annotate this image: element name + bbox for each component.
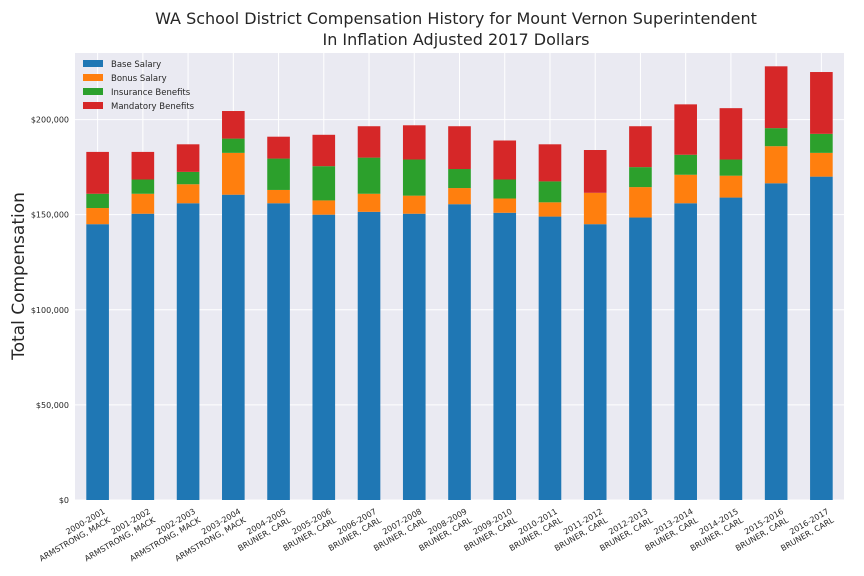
bar-mandatory-benefits-16 [764,66,788,129]
bar-base-salary-2 [131,213,155,500]
legend-label: Mandatory Benefits [111,102,195,112]
bar-bonus-salary-16 [764,146,788,184]
bar-bonus-salary-12 [583,192,607,225]
bar-bonus-salary-2 [131,193,155,214]
bar-base-salary-16 [764,183,788,500]
bar-mandatory-benefits-6 [312,134,336,167]
bar-insurance-benefits-6 [312,166,336,201]
legend: Base Salary Bonus Salary Insurance Benefit… [83,60,195,112]
bar-mandatory-benefits-14 [674,104,697,155]
bar-bonus-salary-13 [629,187,652,218]
bar-insurance-benefits-4 [222,138,245,153]
bar-base-salary-7 [357,211,381,501]
bar-base-salary-13 [629,217,652,500]
bar-insurance-benefits-3 [176,171,200,185]
y-tick-label: $0 [59,496,69,505]
bar-insurance-benefits-17 [810,133,833,153]
bar-bonus-salary-11 [538,202,562,217]
bar-base-salary-5 [267,203,290,501]
bar-base-salary-12 [583,224,607,501]
bar-mandatory-benefits-15 [719,108,743,160]
bar-bonus-salary-10 [493,198,517,213]
bar-insurance-benefits-9 [448,169,471,189]
bar-base-salary-4 [222,194,245,501]
bar-bonus-salary-1 [86,208,109,225]
legend-label: Bonus Salary [111,74,167,84]
chart-subtitle: In Inflation Adjusted 2017 Dollars [322,30,589,49]
bar-base-salary-15 [719,197,743,500]
bar-mandatory-benefits-11 [538,144,562,182]
bar-base-salary-17 [810,176,833,500]
y-axis-label: Total Compensation [9,192,29,361]
chart-title: WA School District Compensation History … [155,9,757,28]
bar-base-salary-10 [493,212,517,500]
bar-base-salary-8 [402,213,426,500]
bar-bonus-salary-4 [222,152,245,195]
bar-mandatory-benefits-1 [86,151,109,194]
bar-insurance-benefits-15 [719,159,743,176]
bar-base-salary-14 [674,203,697,501]
legend-swatch [83,102,103,109]
y-tick-label: $50,000 [36,401,69,410]
bar-mandatory-benefits-17 [810,72,833,134]
legend-swatch [83,88,103,95]
legend-label: Insurance Benefits [111,88,191,98]
bar-insurance-benefits-14 [674,154,697,175]
bar-insurance-benefits-10 [493,179,517,199]
bar-mandatory-benefits-7 [357,126,381,158]
bars [86,66,833,501]
bar-insurance-benefits-1 [86,193,109,209]
bar-bonus-salary-5 [267,189,290,204]
y-tick-label: $200,000 [31,116,69,125]
bar-bonus-salary-3 [176,184,200,204]
bar-mandatory-benefits-12 [583,150,607,193]
bar-insurance-benefits-11 [538,181,562,203]
y-tick-label: $100,000 [31,306,69,315]
bar-mandatory-benefits-8 [402,125,426,160]
bar-bonus-salary-8 [402,195,426,214]
bar-insurance-benefits-7 [357,157,381,194]
bar-bonus-salary-6 [312,200,336,215]
bar-base-salary-11 [538,216,562,500]
bar-insurance-benefits-8 [402,159,426,196]
legend-swatch [83,74,103,81]
bar-bonus-salary-9 [448,188,471,205]
bar-mandatory-benefits-13 [629,126,652,168]
bar-bonus-salary-15 [719,175,743,198]
bar-bonus-salary-7 [357,193,381,212]
y-axis-ticks: $0 $50,000 $100,000 $150,000 $200,000 [31,116,69,505]
bar-base-salary-6 [312,214,336,500]
bar-mandatory-benefits-3 [176,144,200,172]
bar-insurance-benefits-2 [131,179,155,194]
bar-insurance-benefits-13 [629,167,652,188]
bar-insurance-benefits-16 [764,128,788,147]
bar-mandatory-benefits-5 [267,136,290,159]
bar-mandatory-benefits-9 [448,126,471,170]
legend-swatch [83,60,103,67]
bar-bonus-salary-17 [810,152,833,177]
y-tick-label: $150,000 [31,211,69,220]
bar-base-salary-1 [86,224,109,501]
bar-insurance-benefits-5 [267,158,290,190]
bar-mandatory-benefits-4 [222,111,245,139]
bar-mandatory-benefits-2 [131,151,155,180]
bar-bonus-salary-14 [674,174,697,204]
legend-label: Base Salary [111,60,161,70]
bar-base-salary-3 [176,203,200,501]
bar-mandatory-benefits-10 [493,140,517,180]
bar-base-salary-9 [448,204,471,500]
